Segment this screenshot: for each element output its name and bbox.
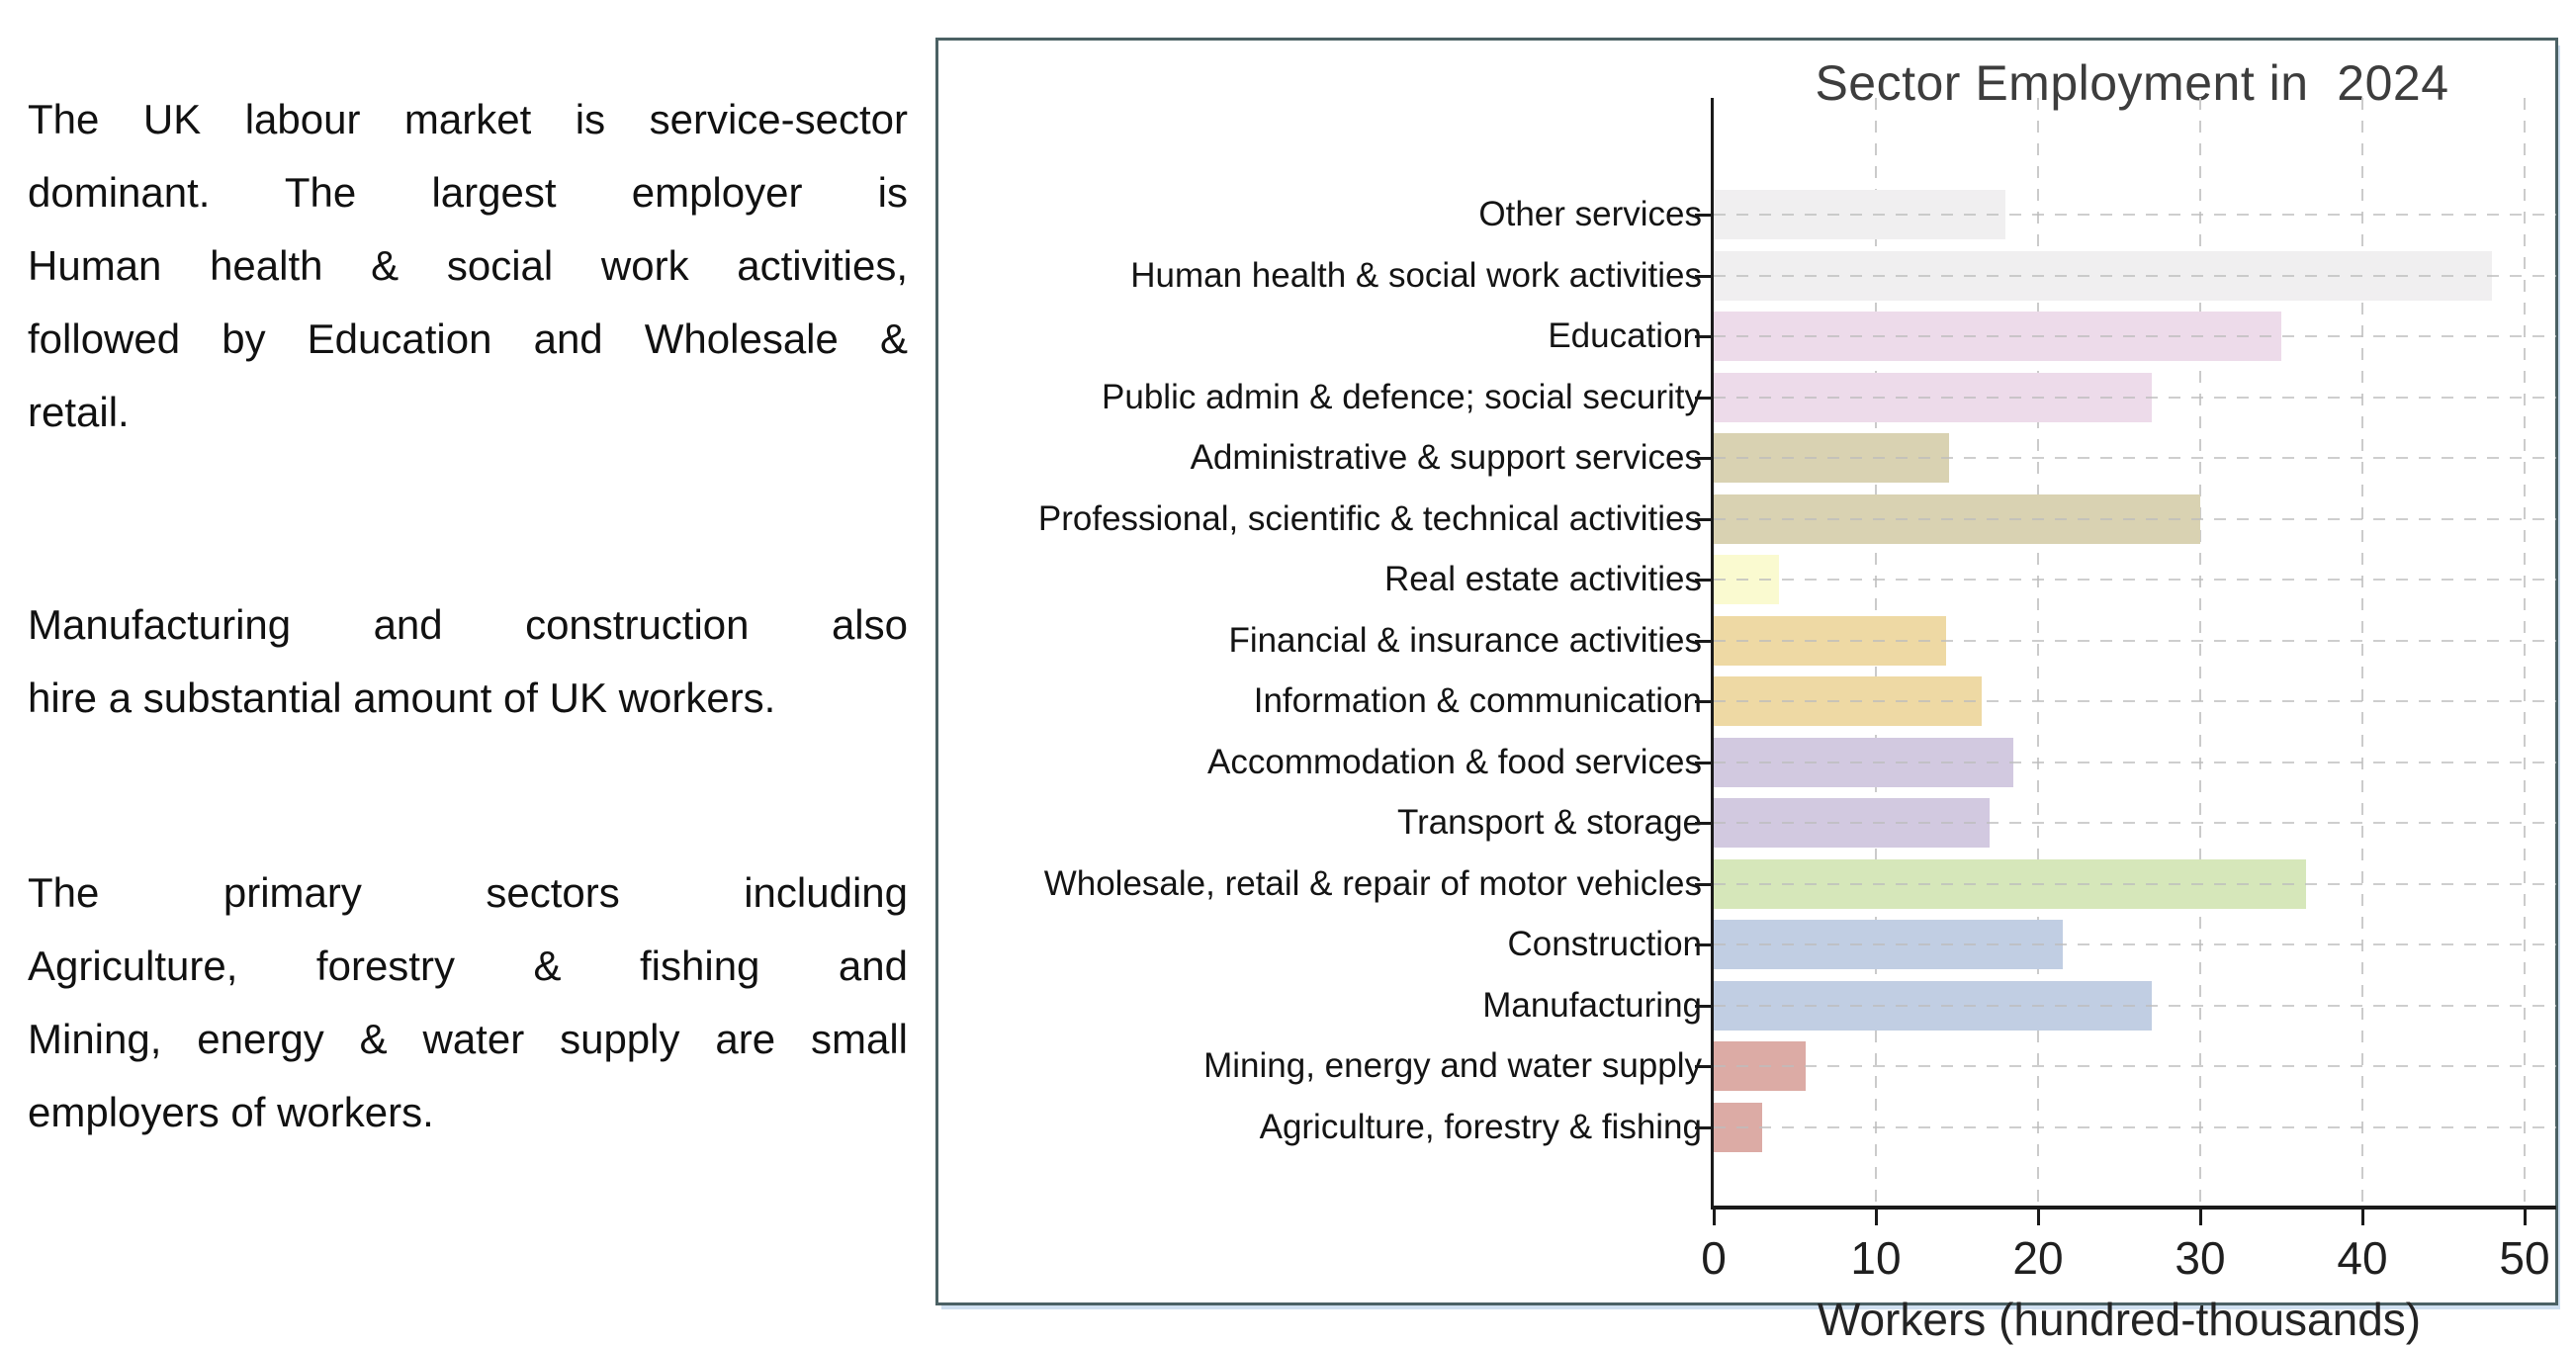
paragraph: The UK labour market is service-sector do…: [28, 83, 908, 449]
horizontal-gridline: [1714, 335, 2556, 337]
horizontal-gridline: [1714, 700, 2556, 702]
category-label: Mining, energy and water supply: [1203, 1046, 1702, 1085]
paragraph: Manufacturing and construction also hire …: [28, 588, 908, 735]
commentary-panel: The UK labour market is service-sector do…: [28, 83, 908, 1149]
paragraph-line: The primary sectors including: [28, 869, 908, 916]
y-axis-tick: [1695, 639, 1711, 643]
category-label: Financial & insurance activities: [1228, 620, 1702, 660]
y-axis-tick: [1695, 700, 1711, 703]
x-tick-label: 40: [2337, 1232, 2388, 1284]
category-label: Accommodation & food services: [1207, 742, 1702, 781]
vertical-gridline: [2199, 98, 2201, 1206]
paragraph-line: hire a substantial amount of UK workers.: [28, 674, 776, 721]
category-label: Education: [1548, 316, 1702, 355]
category-axis-labels: Other services Human health & social work…: [944, 98, 1702, 1206]
plot-area: 0 10 20 30 40 50 Workers (hundred-thousands): [1695, 98, 2556, 1345]
horizontal-gridline: [1714, 882, 2556, 885]
x-axis-tick: [2361, 1210, 2364, 1225]
paragraph-line: Human health & social work activities,: [28, 242, 908, 289]
category-label: Real estate activities: [1384, 560, 1702, 598]
horizontal-gridline: [1714, 761, 2556, 763]
category-label: Other services: [1478, 195, 1702, 233]
x-tick-label: 30: [2175, 1232, 2226, 1284]
category-label: Human health & social work activities: [1130, 255, 1702, 295]
category-label: Manufacturing: [1482, 985, 1702, 1025]
x-tick-label: 50: [2499, 1232, 2550, 1284]
y-axis-tick: [1695, 882, 1711, 886]
y-axis-tick: [1695, 1125, 1711, 1129]
category-label: Public admin & defence; social security: [1102, 377, 1702, 416]
horizontal-gridline: [1714, 396, 2556, 399]
y-axis-tick: [1695, 822, 1711, 825]
x-axis-tick: [1713, 1210, 1716, 1225]
horizontal-gridline: [1714, 822, 2556, 824]
paragraph-line: Manufacturing and construction also: [28, 601, 908, 648]
vertical-gridline: [2361, 98, 2363, 1206]
y-axis-tick: [1695, 274, 1711, 278]
paragraph: The primary sectors including Agriculture…: [28, 856, 908, 1149]
category-label: Construction: [1507, 925, 1702, 963]
x-tick-label: 20: [2012, 1232, 2064, 1284]
y-axis-tick: [1695, 1004, 1711, 1008]
y-axis-tick: [1695, 335, 1711, 338]
paragraph-line: Agriculture, forestry & fishing and: [28, 942, 908, 989]
y-axis-tick: [1695, 943, 1711, 946]
x-axis-tick: [2037, 1210, 2040, 1225]
x-axis-label: Workers (hundred-thousands): [1817, 1294, 2422, 1345]
horizontal-gridline: [1714, 1125, 2556, 1128]
horizontal-gridline: [1714, 639, 2556, 642]
x-axis-tick: [2524, 1210, 2527, 1225]
category-label: Information & communication: [1253, 681, 1702, 720]
y-axis-tick: [1695, 1065, 1711, 1068]
x-tick-label: 0: [1701, 1232, 1727, 1284]
category-label: Professional, scientific & technical act…: [1037, 498, 1702, 538]
horizontal-gridline: [1714, 517, 2556, 520]
y-axis-tick: [1695, 457, 1711, 460]
y-axis-tick: [1695, 517, 1711, 521]
horizontal-gridline: [1714, 274, 2556, 277]
horizontal-gridline: [1714, 1004, 2556, 1007]
x-axis-tick: [1875, 1210, 1878, 1225]
category-label: Wholesale, retail & repair of motor vehi…: [1043, 863, 1702, 903]
y-axis-tick: [1695, 214, 1711, 217]
y-axis-tick: [1695, 761, 1711, 764]
vertical-gridline: [2524, 98, 2526, 1206]
chart-frame: Sector Employment in 2024 Other services…: [935, 38, 2558, 1345]
paragraph-line: dominant. The largest employer is: [28, 169, 908, 216]
chart-title: Sector Employment in 2024: [1815, 55, 2449, 111]
paragraph-line: followed by Education and Wholesale &: [28, 315, 908, 362]
horizontal-gridline: [1714, 214, 2556, 216]
category-label: Transport & storage: [1396, 803, 1702, 842]
horizontal-gridline: [1714, 579, 2556, 581]
x-axis-tick: [2199, 1210, 2202, 1225]
x-tick-label: 10: [1850, 1232, 1902, 1284]
horizontal-gridline: [1714, 943, 2556, 945]
horizontal-gridline: [1714, 1065, 2556, 1067]
y-axis-tick: [1695, 579, 1711, 582]
paragraph-line: employers of workers.: [28, 1089, 434, 1135]
paragraph-line: retail.: [28, 389, 130, 435]
horizontal-gridline: [1714, 457, 2556, 459]
y-axis-tick: [1695, 396, 1711, 400]
paragraph-line: Mining, energy & water supply are small: [28, 1016, 908, 1062]
vertical-gridline: [2037, 98, 2039, 1206]
category-label: Agriculture, forestry & fishing: [1259, 1107, 1702, 1146]
category-label: Administrative & support services: [1190, 438, 1702, 477]
paragraph-line: The UK labour market is service-sector: [28, 96, 908, 142]
